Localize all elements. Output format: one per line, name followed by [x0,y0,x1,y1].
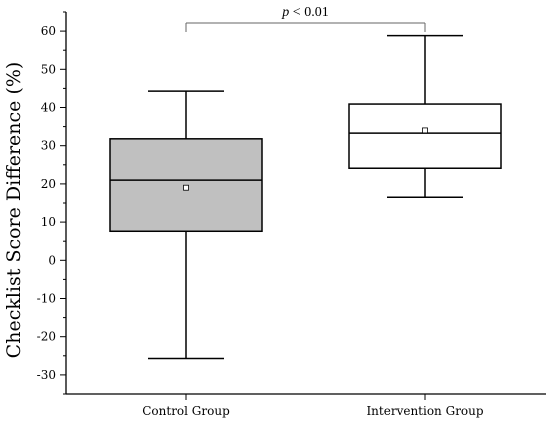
y-tick-label: 10 [41,215,56,229]
y-tick-label: -30 [37,368,56,382]
x-tick-label: Intervention Group [366,404,483,418]
p-value-label: p < 0.01 [281,5,328,20]
x-tick-label: Control Group [142,404,230,418]
iqr-box [348,103,502,169]
y-axis-title: Checklist Score Difference (%) [3,62,25,359]
y-tick-label: 20 [41,177,56,191]
y-tick-label: -10 [37,292,56,306]
boxes [109,34,502,360]
y-tick-label: 30 [41,139,56,153]
mean-marker [422,127,428,134]
y-tick-label: -20 [37,330,56,344]
significance-annotation: p < 0.01 [185,5,426,32]
y-tick-label: 50 [41,62,56,76]
y-tick-label: 40 [41,101,56,115]
y-tick-label: 0 [48,253,56,267]
box-control-group [109,90,263,360]
box-intervention-group [348,34,502,199]
y-tick-label: 60 [41,24,56,38]
axes: -30 -20 -10 0 10 20 30 40 50 60 Control Group Inter… [37,11,546,418]
mean-marker [183,184,189,191]
